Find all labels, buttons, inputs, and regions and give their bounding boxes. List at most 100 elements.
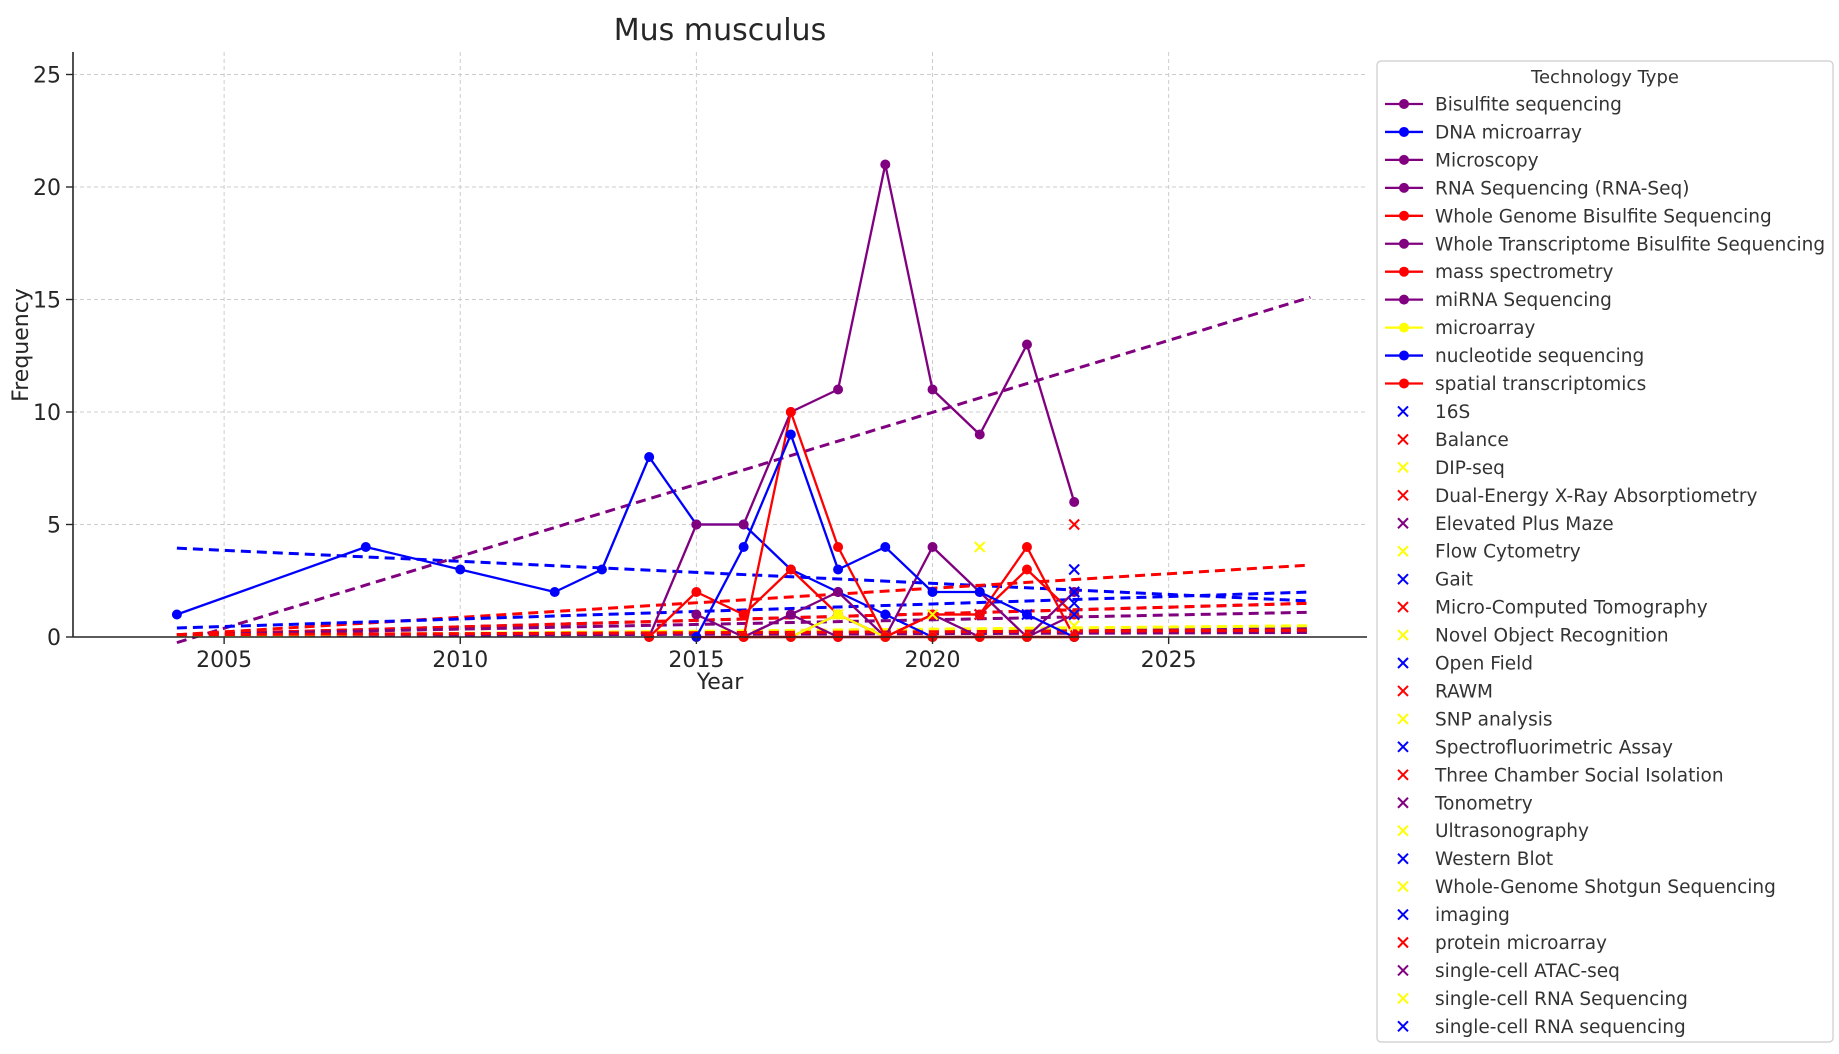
legend-cross-swatch [1397, 433, 1409, 446]
legend-item-microscopy: Microscopy [1385, 150, 1539, 171]
series-line-whole-transcriptome-bisulfite-sequencing [743, 545, 1075, 639]
marker-single-cell-rna-sequencing [1068, 608, 1080, 621]
legend-cross-swatch [1397, 545, 1409, 557]
trend-whole-transcriptome-bisulfite-sequencing [176, 610, 1311, 637]
legend-label: Spectrofluorimetric Assay [1435, 737, 1673, 758]
y-tick-label: 0 [47, 626, 61, 651]
series-point-bisulfite-sequencing [691, 609, 702, 620]
legend-cross-swatch [1397, 517, 1409, 529]
legend-dot-swatch [1399, 294, 1409, 305]
y-tick-label: 15 [33, 289, 61, 314]
legend-dot-swatch [1399, 322, 1409, 333]
grid [73, 52, 1367, 638]
legend-cross-swatch [1397, 964, 1409, 977]
legend-label: miRNA Sequencing [1435, 290, 1612, 311]
trend-microarray [176, 624, 1311, 638]
marker-points [832, 518, 1080, 632]
legend-label: imaging [1435, 905, 1510, 926]
series-point-nucleotide-sequencing [785, 429, 796, 440]
y-tick-label: 20 [33, 176, 61, 201]
legend-cross-swatch [1397, 824, 1409, 837]
x-tick-label: 2015 [668, 648, 724, 673]
y-tick-label: 10 [33, 401, 61, 426]
legend-cross-swatch [1397, 992, 1409, 1005]
series-point-whole-transcriptome-bisulfite-sequencing [927, 542, 938, 552]
marker-flow-cytometry [974, 541, 986, 553]
legend-label: single-cell RNA Sequencing [1435, 989, 1688, 1010]
legend-cross-swatch [1397, 601, 1409, 613]
series-point-nucleotide-sequencing [738, 542, 749, 552]
legend-label: single-cell ATAC-seq [1435, 961, 1620, 982]
legend-cross-swatch [1397, 852, 1409, 865]
legend-dot-swatch [1399, 99, 1409, 109]
legend-item-novel-object-recognition: Novel Object Recognition [1397, 626, 1669, 647]
legend-item-dual-energy-x-ray-absorptiometry: Dual-Energy X-Ray Absorptiometry [1397, 486, 1757, 507]
legend-item-rna-sequencing-rna-seq: RNA Sequencing (RNA-Seq) [1385, 178, 1690, 199]
series-point-mass-spectrometry [1021, 542, 1032, 552]
series-point-whole-genome-bisulfite-sequencing [1021, 564, 1032, 575]
legend-dot-swatch [1399, 378, 1409, 389]
legend-item-three-chamber-social-isolation: Three Chamber Social Isolation [1397, 765, 1724, 786]
legend-item-single-cell-atac-seq: single-cell ATAC-seq [1397, 961, 1620, 982]
legend-label: Whole-Genome Shotgun Sequencing [1435, 877, 1776, 898]
legend-item-open-field: Open Field [1397, 654, 1533, 675]
legend-label: spatial transcriptomics [1435, 374, 1646, 395]
series-point-dna-microarray [880, 609, 891, 620]
legend-label: mass spectrometry [1435, 262, 1613, 283]
series-point-dna-microarray [549, 587, 560, 597]
legend-cross-swatch [1397, 769, 1409, 781]
legend-dot-swatch [1399, 210, 1409, 221]
legend-dot-swatch [1399, 154, 1409, 165]
legend-item-rawm: RAWM [1397, 681, 1493, 702]
series-point-dna-microarray [360, 542, 371, 552]
marker-dip-seq [832, 608, 844, 621]
legend-item-ultrasonography: Ultrasonography [1397, 821, 1589, 842]
legend-dot-swatch [1399, 350, 1409, 361]
legend-item-balance: Balance [1397, 430, 1509, 451]
legend-item-16s: 16S [1397, 402, 1470, 423]
series-point-rna-sequencing-rna-seq [927, 384, 938, 395]
axes [72, 52, 1367, 638]
legend-dot-swatch [1399, 182, 1409, 193]
legend-cross-swatch [1397, 657, 1409, 669]
legend-item-whole-genome-shotgun-sequencing: Whole-Genome Shotgun Sequencing [1397, 877, 1776, 898]
legend-label: Dual-Energy X-Ray Absorptiometry [1435, 486, 1757, 507]
legend-label: Bisulfite sequencing [1435, 95, 1622, 116]
y-tick-label: 25 [33, 64, 61, 89]
x-tick-label: 2005 [196, 648, 252, 673]
series-point-whole-transcriptome-bisulfite-sequencing [833, 587, 844, 597]
legend-label: Ultrasonography [1435, 821, 1589, 842]
series-line-rna-sequencing-rna-seq [648, 163, 1076, 638]
legend-item-nucleotide-sequencing: nucleotide sequencing [1385, 346, 1644, 367]
x-axis-title: Year [696, 670, 745, 695]
marker-imaging [1021, 608, 1033, 621]
legend-item-gait: Gait [1397, 570, 1473, 591]
series-point-dna-microarray [171, 609, 182, 620]
legend-item-spectrofluorimetric-assay: Spectrofluorimetric Assay [1397, 737, 1673, 758]
legend-label: 16S [1435, 402, 1470, 423]
legend-cross-swatch [1397, 489, 1409, 502]
series-point-whole-genome-bisulfite-sequencing [738, 609, 749, 620]
series-point-nucleotide-sequencing [880, 542, 891, 552]
series-point-rna-sequencing-rna-seq [1021, 339, 1032, 350]
trend-mass-spectrometry [176, 563, 1311, 637]
legend-label: Flow Cytometry [1435, 542, 1581, 563]
legend-label: DNA microarray [1435, 122, 1582, 143]
legend-dot-swatch [1399, 238, 1409, 249]
series-point-rna-sequencing-rna-seq [738, 519, 749, 530]
x-tick-label: 2025 [1141, 648, 1197, 673]
legend-frame [1376, 60, 1834, 1043]
legend-item-single-cell-rna-sequencing: single-cell RNA Sequencing [1397, 989, 1688, 1010]
legend-items: Bisulfite sequencing DNA microarray Micros… [1385, 95, 1825, 1038]
legend-label: DIP-seq [1435, 458, 1505, 479]
legend-label: Whole Genome Bisulfite Sequencing [1435, 206, 1772, 227]
series-point-whole-transcriptome-bisulfite-sequencing [785, 609, 796, 620]
series-point-dna-microarray [455, 564, 466, 575]
marker-whole-genome-shotgun-sequencing [926, 608, 939, 621]
series-point-dna-microarray [644, 452, 655, 462]
legend-item-elevated-plus-maze: Elevated Plus Maze [1397, 514, 1614, 535]
legend-item-single-cell-rna-sequencing: single-cell RNA sequencing [1397, 1017, 1686, 1038]
legend-label: RAWM [1435, 681, 1493, 702]
y-axis-title: Frequency [9, 288, 34, 402]
chart-title: Mus musculus [614, 13, 826, 48]
